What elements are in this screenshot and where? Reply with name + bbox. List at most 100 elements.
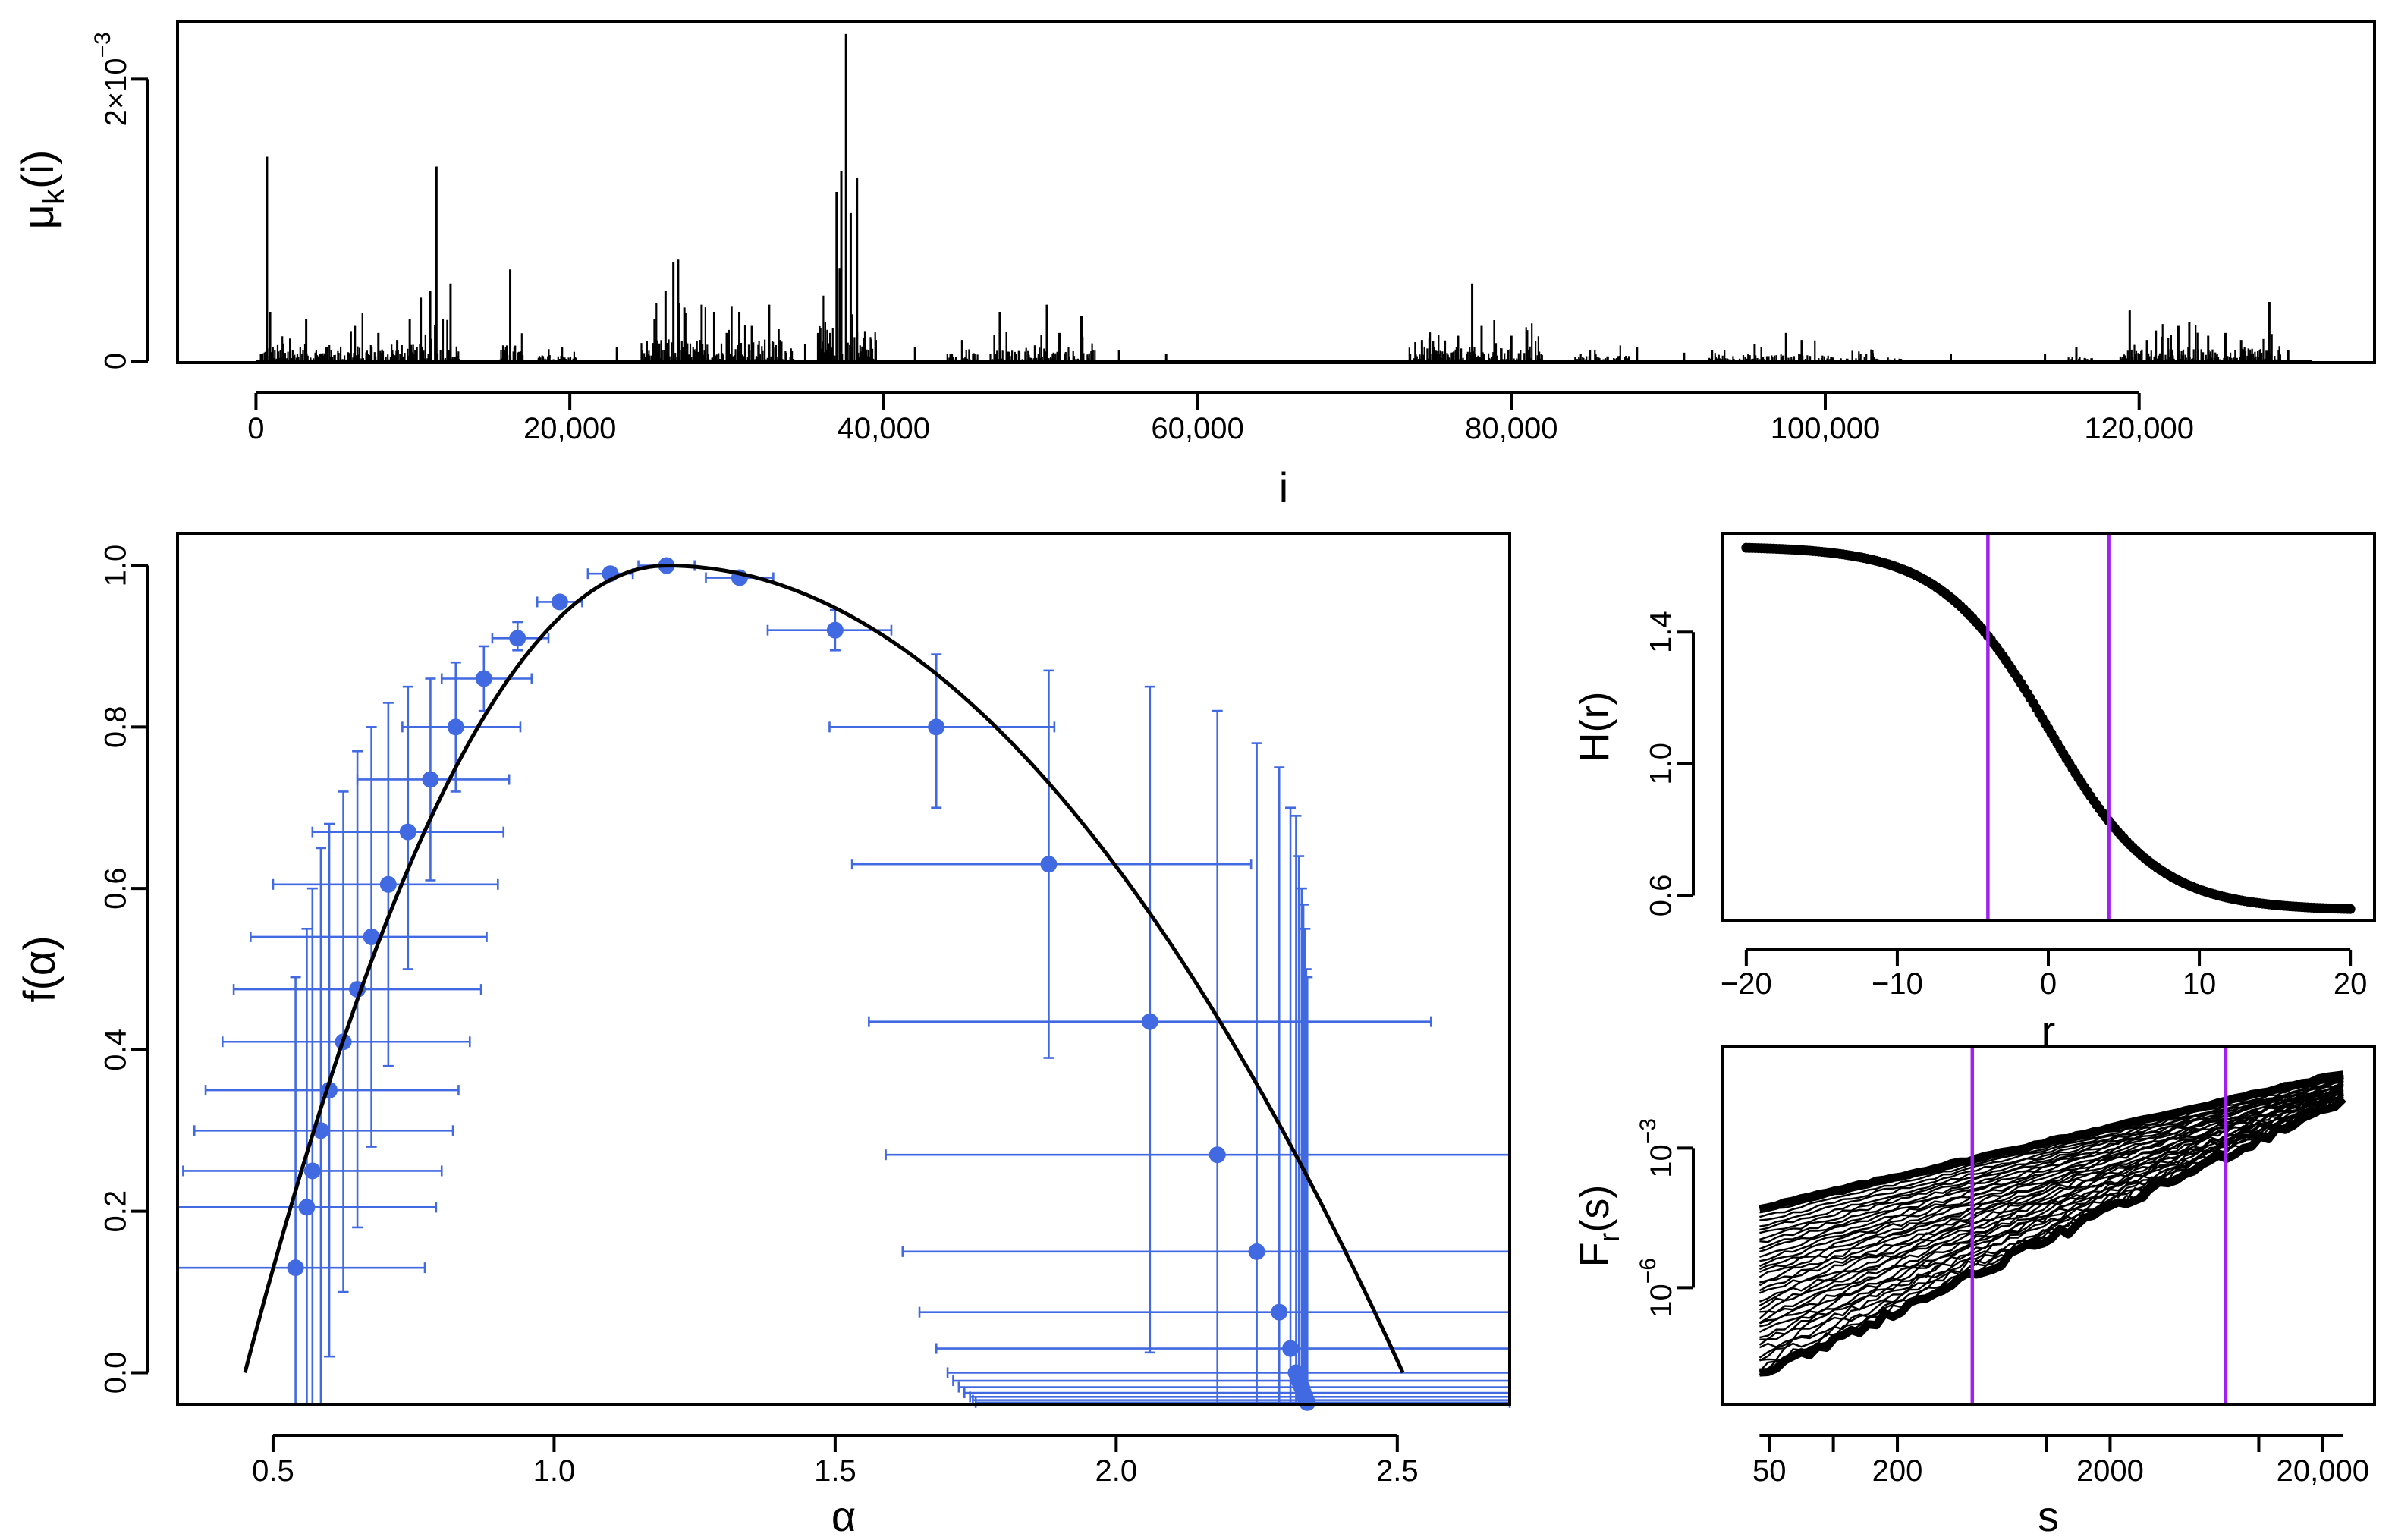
- spectrum-point: [1141, 1013, 1158, 1030]
- spectrum-y-tick-label: 0.0: [99, 1352, 133, 1394]
- fluctuation-curve: [1759, 1076, 2344, 1234]
- fluctuation-curve: [1759, 1073, 2344, 1221]
- spectrum-point: [298, 1199, 316, 1216]
- measure-y-label: μk(i): [14, 150, 71, 230]
- measure-y-label-tail: (i): [14, 150, 63, 190]
- hurst-x-label: r: [2041, 1007, 2056, 1054]
- measure-chart: 0 20,000 40,000 60,000 80,000 100,000 120,000 i…: [14, 20, 2376, 511]
- spectrum-point: [1209, 1146, 1226, 1164]
- fluctuation-curve: [1759, 1083, 2344, 1273]
- measure-plot-frame: [176, 20, 2376, 364]
- spectrum-point: [1040, 856, 1058, 873]
- hurst-x-tick-label: 10: [2183, 967, 2217, 1001]
- hurst-x-tick-label: 20: [2334, 967, 2368, 1001]
- fluctuation-y-tick-base: 10: [1645, 1144, 1678, 1178]
- hurst-x-tick-label: −10: [1872, 967, 1923, 1001]
- spectrum-point: [1248, 1243, 1265, 1260]
- hurst-y-tick-label: 1.4: [1645, 611, 1678, 653]
- spectrum-point: [1271, 1303, 1288, 1321]
- spectrum-chart: 0.5 1.0 1.5 2.0 2.5 α 0.0 0.2 0.4 0.6 0.8 1.0 f(α): [15, 532, 1511, 1540]
- hurst-x-tick-label: −20: [1721, 967, 1772, 1001]
- spectrum-point: [826, 621, 844, 639]
- spectrum-y-tick-label: 1.0: [99, 545, 133, 587]
- fluctuation-y-tick-label: 10−6: [1636, 1258, 1678, 1318]
- fluctuation-curve: [1759, 1083, 2344, 1284]
- spectrum-point: [928, 718, 945, 736]
- measure-x-tick-label: 60,000: [1151, 412, 1243, 445]
- hurst-chart: −20 −10 0 10 20 r 0.6 1.0 1.4 H(r): [1572, 532, 2376, 1054]
- fluctuation-y-label-tail: (s): [1572, 1185, 1617, 1233]
- measure-y-tick-label-2e-3: 2×10−3: [90, 32, 133, 126]
- fluctuation-curve: [1759, 1077, 2344, 1250]
- fluctuation-curve: [1759, 1088, 2344, 1320]
- spectrum-point: [1299, 1394, 1316, 1411]
- spectrum-plot-frame: [176, 532, 1511, 1406]
- fluctuation-x-tick-label: 50: [1752, 1454, 1787, 1488]
- hurst-plot-frame: [1721, 532, 2376, 922]
- spectrum-x-tick-label: 0.5: [252, 1454, 294, 1488]
- spectrum-point: [287, 1259, 304, 1277]
- measure-y-tick-label-0: 0: [99, 353, 133, 369]
- measure-y-tick-mantissa: 2×10: [99, 58, 133, 126]
- fluctuation-curve: [1759, 1094, 2344, 1362]
- hurst-y-label: H(r): [1572, 692, 1617, 762]
- fluctuation-curve: [1759, 1095, 2346, 1377]
- hurst-x-tick-label: 0: [2040, 967, 2057, 1001]
- fluctuation-x-label: s: [2038, 1492, 2059, 1540]
- measure-y-tick-exponent: −3: [90, 32, 115, 58]
- measure-x-tick-label: 120,000: [2084, 412, 2194, 445]
- fluctuation-curve: [1759, 1096, 2344, 1372]
- measure-y-label-sub: k: [37, 188, 71, 204]
- fluctuation-x-tick-label: 2000: [2076, 1454, 2144, 1488]
- spectrum-point: [475, 670, 492, 687]
- measure-x-tick-label: 0: [247, 412, 264, 445]
- fluctuation-x-tick-label: 200: [1872, 1454, 1923, 1488]
- fluctuation-plot-frame: [1721, 1045, 2376, 1406]
- spectrum-point: [447, 718, 464, 736]
- measure-activity: [259, 268, 2281, 361]
- spectrum-x-tick-label: 2.0: [1095, 1454, 1138, 1488]
- fluctuation-x-tick-label: 20,000: [2277, 1454, 2369, 1488]
- fluctuation-curve: [1759, 1080, 2344, 1259]
- measure-x-tick-label: 20,000: [523, 412, 616, 445]
- fluctuation-curve: [1759, 1085, 2344, 1294]
- measure-x-tick-label: 80,000: [1465, 412, 1557, 445]
- spectrum-point: [422, 771, 439, 788]
- hurst-y-tick-label: 1.0: [1645, 743, 1678, 785]
- spectrum-x-tick-label: 1.0: [533, 1454, 576, 1488]
- fluctuation-curve: [1759, 1093, 2344, 1339]
- hurst-point: [2345, 904, 2356, 914]
- measure-x-tick-label: 40,000: [838, 412, 930, 445]
- spectrum-point: [1282, 1340, 1300, 1357]
- measure-y-label-main: μ: [14, 204, 63, 229]
- spectrum-point: [363, 928, 380, 945]
- spectrum-x-tick-label: 2.5: [1376, 1454, 1419, 1488]
- fluctuation-y-tick-base: 10: [1645, 1284, 1678, 1318]
- spectrum-point: [551, 593, 568, 611]
- spectrum-y-tick-label: 0.2: [99, 1190, 133, 1233]
- fluctuation-curve: [1759, 1085, 2344, 1303]
- spectrum-y-tick-label: 0.8: [99, 706, 133, 749]
- spectrum-point: [379, 875, 397, 893]
- fluctuation-curve: [1759, 1092, 2344, 1325]
- fluctuation-y-label: Fr(s): [1572, 1185, 1626, 1268]
- measure-x-tick-label: 100,000: [1771, 412, 1881, 445]
- fluctuation-curve: [1759, 1086, 2344, 1287]
- fluctuation-y-tick-exp: −3: [1636, 1118, 1661, 1144]
- spectrum-y-tick-label: 0.4: [99, 1029, 133, 1071]
- fluctuation-curve: [1759, 1093, 2344, 1333]
- fluctuation-y-label-sub: r: [1594, 1232, 1626, 1242]
- spectrum-x-label: α: [831, 1492, 856, 1540]
- spectrum-point: [399, 823, 416, 841]
- fluctuation-y-tick-exp: −6: [1636, 1258, 1661, 1284]
- fluctuation-curve: [1759, 1073, 2344, 1214]
- spectrum-point: [303, 1162, 321, 1180]
- spectrum-y-label: f(α): [15, 935, 64, 1002]
- hurst-y-tick-label: 0.6: [1645, 875, 1678, 917]
- spectrum-y-tick-label: 0.6: [99, 867, 133, 910]
- fluctuation-y-tick-label: 10−3: [1636, 1118, 1678, 1178]
- measure-x-label: i: [1279, 464, 1288, 511]
- fluctuation-curve: [1759, 1094, 2344, 1346]
